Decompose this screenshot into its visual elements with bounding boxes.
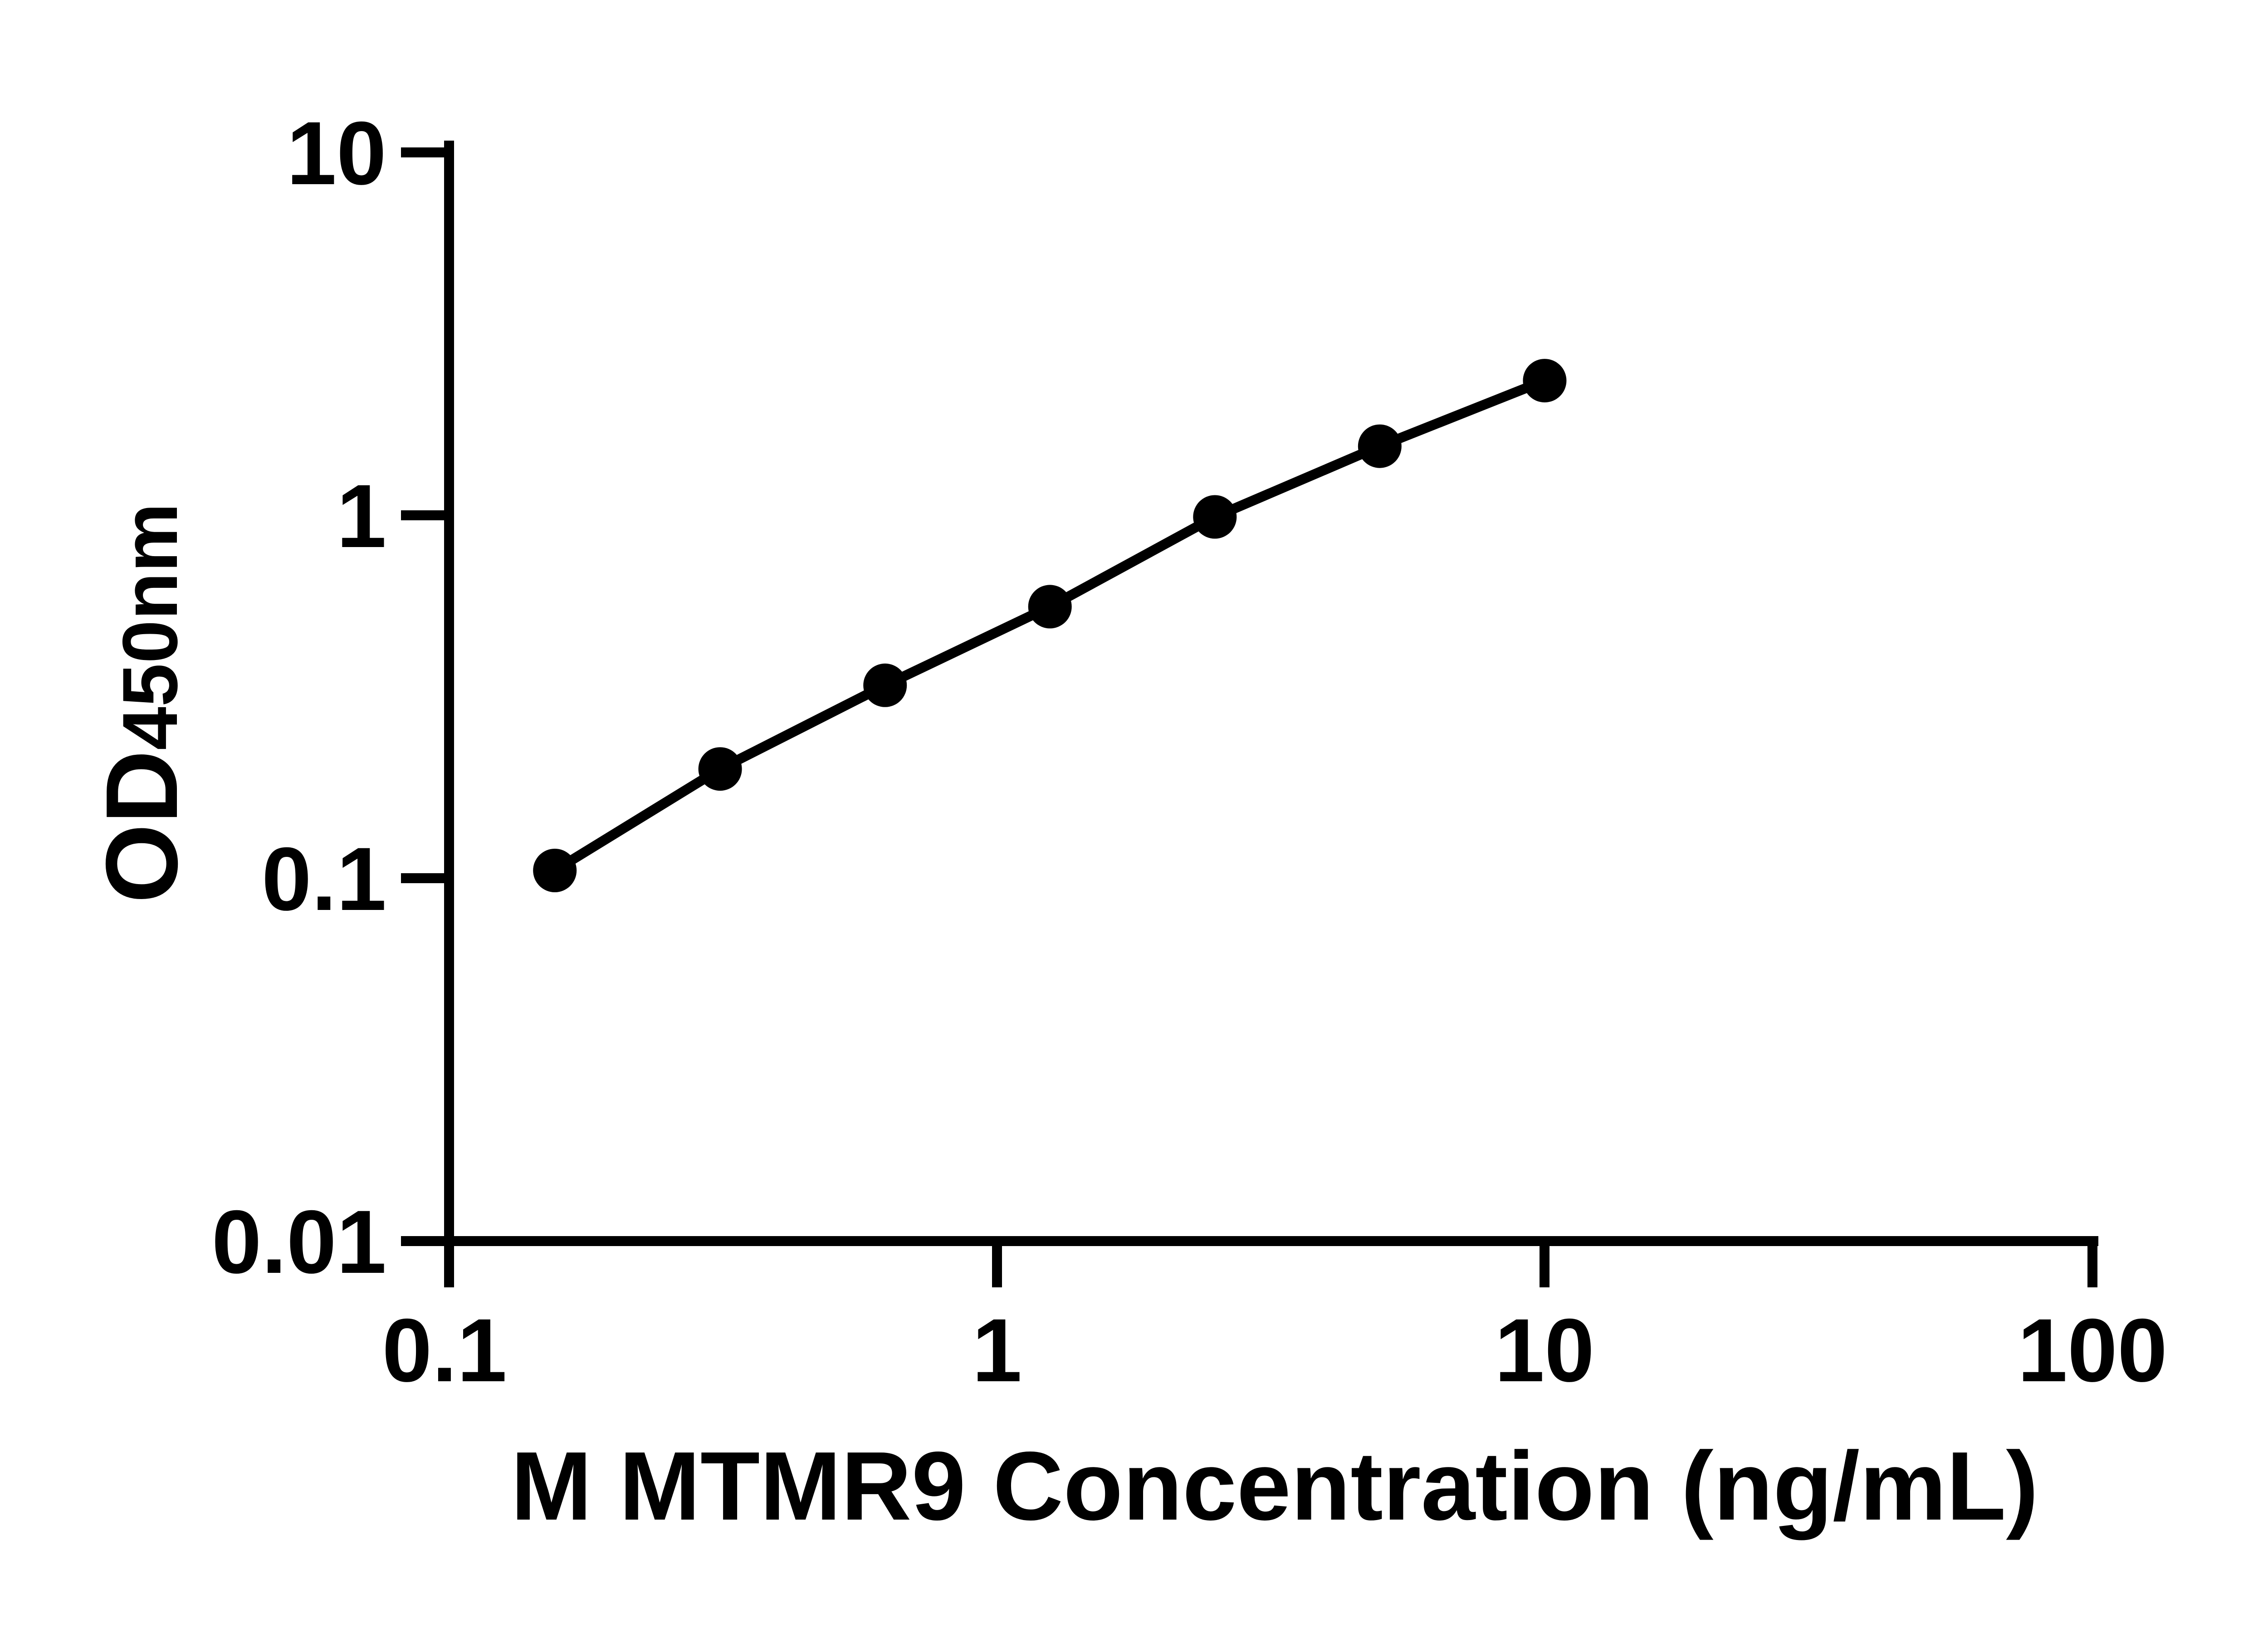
data-point xyxy=(1358,424,1402,468)
y-tick-label: 0.1 xyxy=(262,829,386,929)
data-points xyxy=(533,359,1567,892)
data-point xyxy=(533,849,577,892)
x-axis-title: M MTMR9 Concentration (ng/mL) xyxy=(511,1431,2038,1540)
y-axis-title-subscript: 450nm xyxy=(107,503,194,750)
data-point xyxy=(863,663,907,707)
y-axis-title: OD450nm xyxy=(84,503,199,903)
x-tick-label: 0.1 xyxy=(382,1300,507,1400)
data-point xyxy=(698,747,742,791)
x-tick-label: 1 xyxy=(972,1300,1022,1400)
y-tick-label: 1 xyxy=(337,466,386,566)
x-tick-label: 10 xyxy=(1495,1300,1594,1400)
x-tick-label: 100 xyxy=(2018,1300,2167,1400)
data-point xyxy=(1523,359,1567,403)
y-tick-label: 0.01 xyxy=(212,1192,386,1292)
y-tick-label: 10 xyxy=(287,103,386,203)
y-axis-title-main: OD xyxy=(84,750,199,904)
data-point xyxy=(1193,495,1237,539)
data-point xyxy=(1028,585,1072,629)
